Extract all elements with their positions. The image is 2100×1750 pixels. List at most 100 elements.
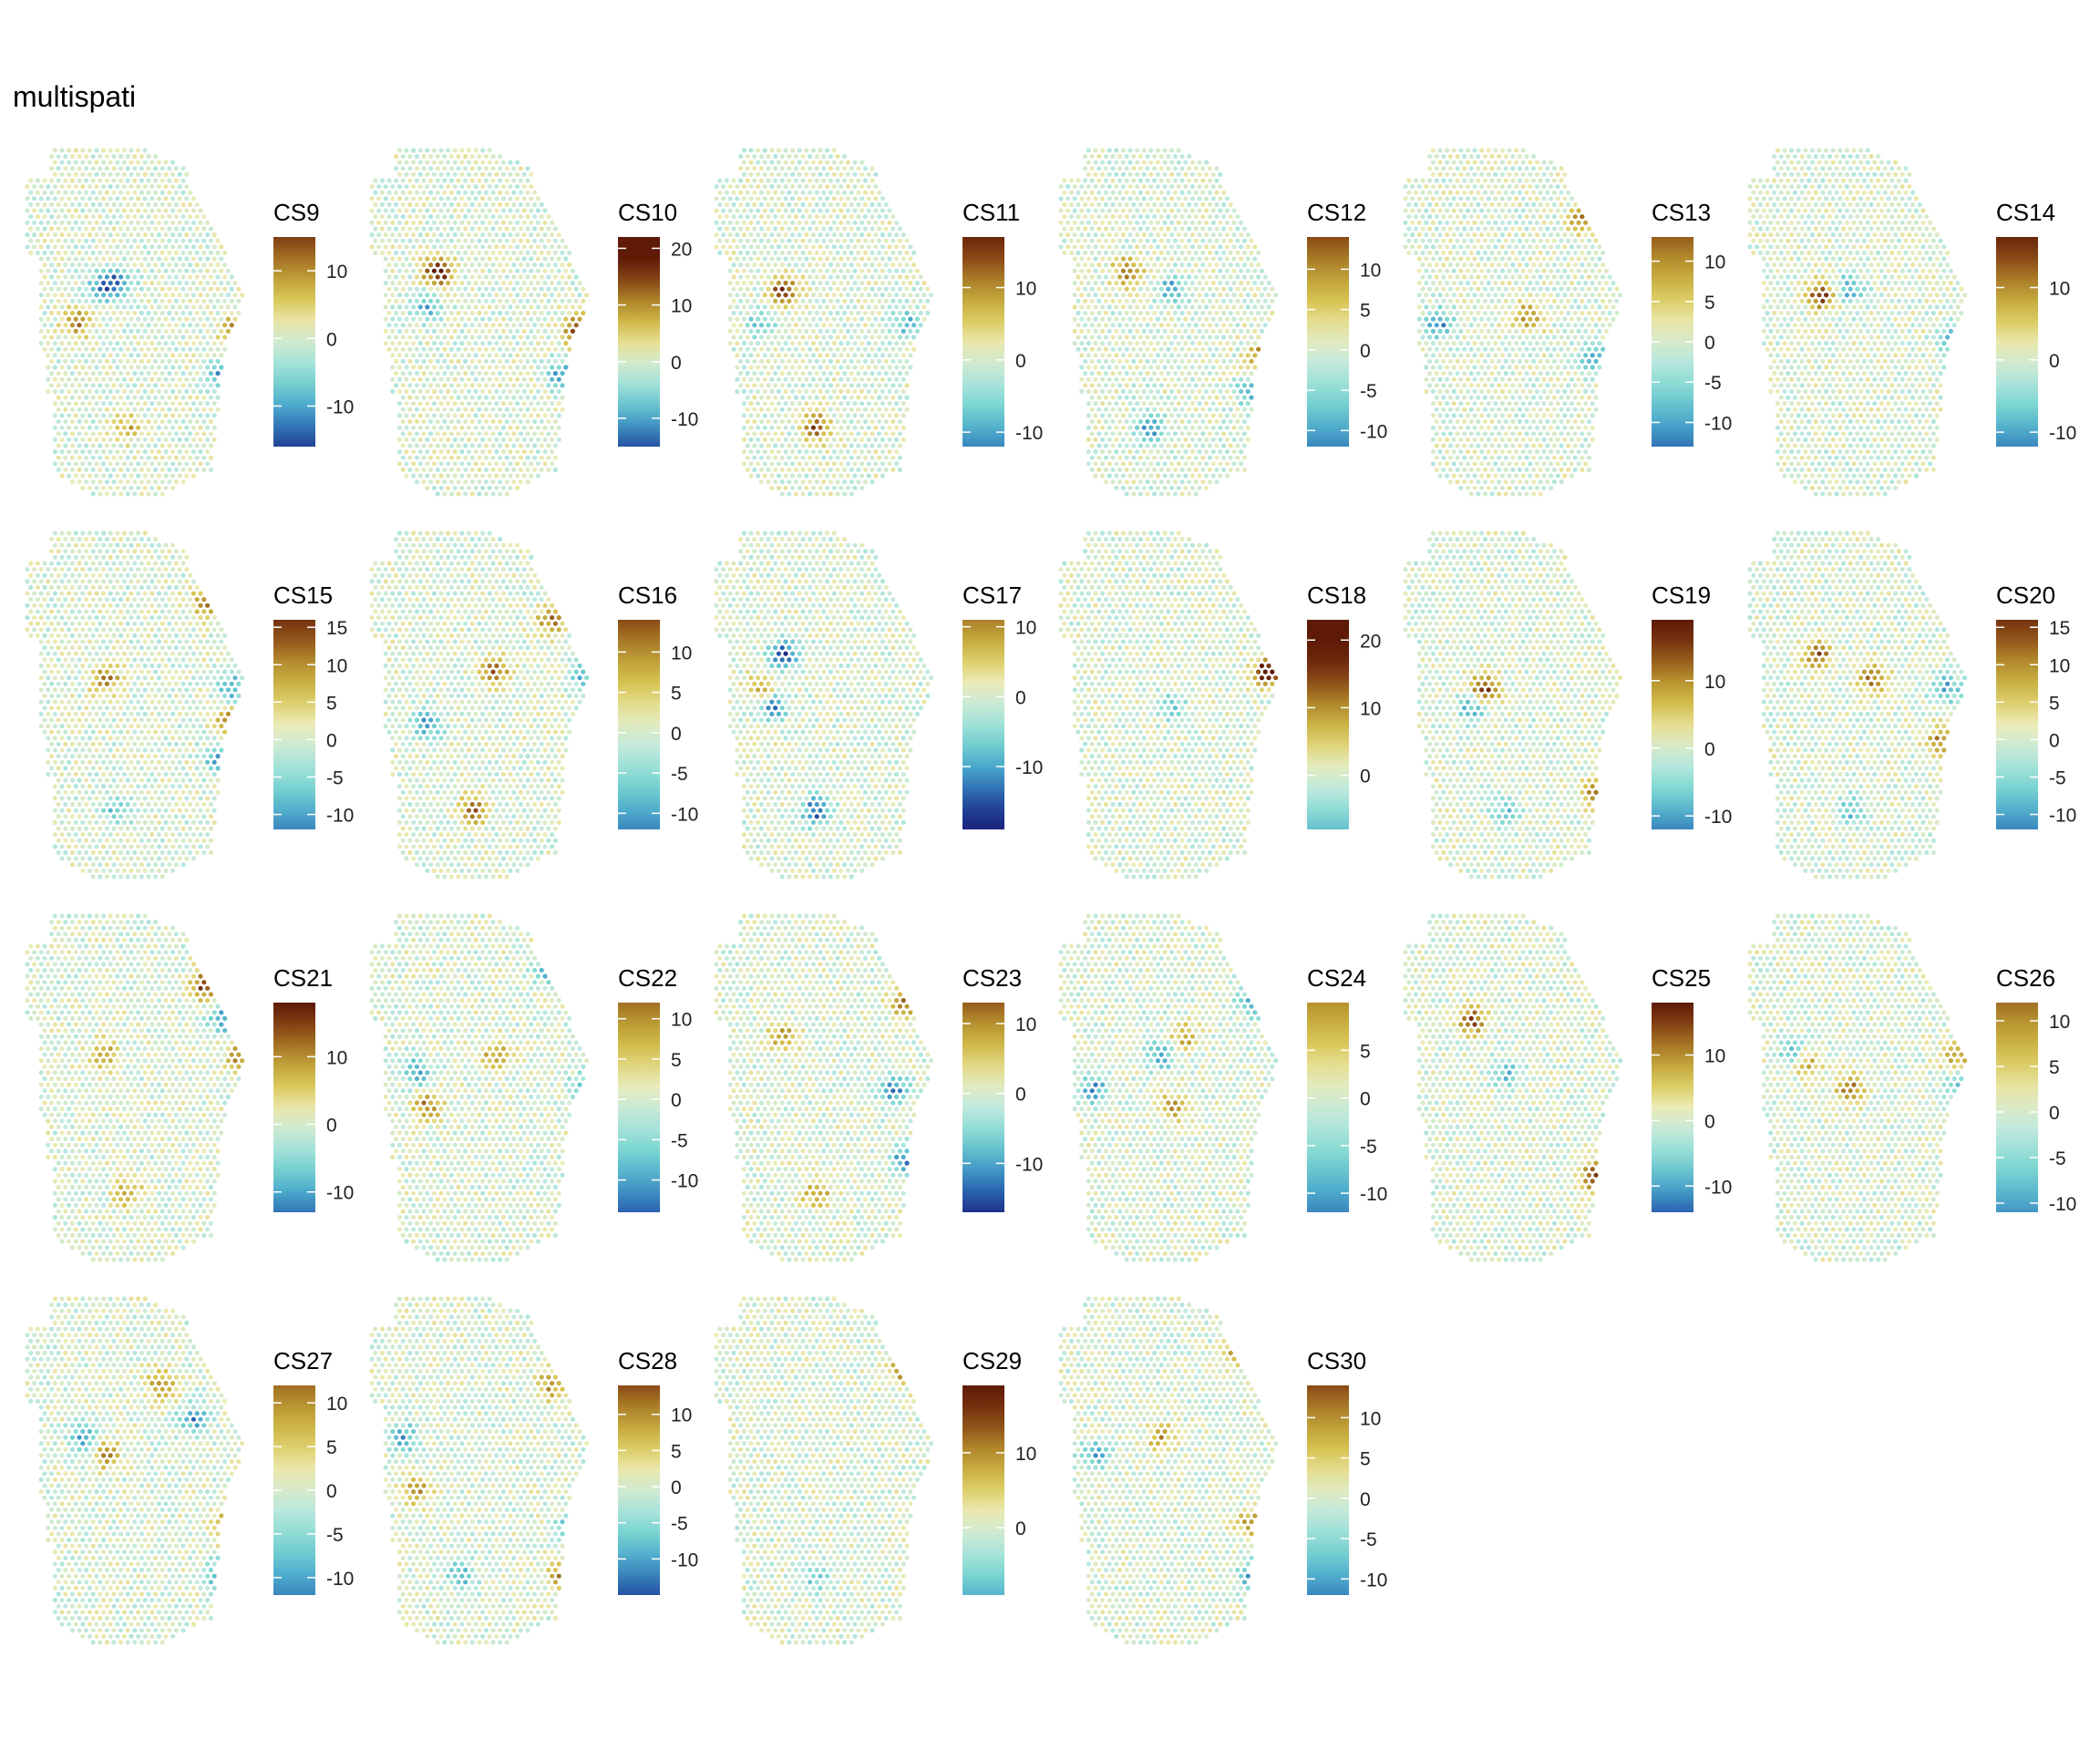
spot (418, 256, 423, 261)
spot (904, 299, 909, 304)
spot (160, 179, 165, 183)
spot (84, 179, 88, 183)
spot (884, 323, 889, 327)
spot (407, 359, 412, 364)
spot (191, 256, 196, 261)
spot (846, 184, 850, 189)
spot (842, 154, 847, 159)
spot (852, 196, 857, 201)
spot (456, 491, 460, 496)
spot (877, 347, 881, 352)
spot (184, 449, 189, 454)
spot (212, 401, 217, 406)
spot (191, 232, 196, 237)
spot (438, 438, 443, 442)
spot (746, 347, 750, 352)
spot (153, 479, 158, 484)
spot (453, 304, 458, 309)
spot (67, 209, 71, 213)
spot (122, 221, 127, 225)
spot (880, 317, 885, 322)
spot (118, 431, 123, 436)
spot (798, 293, 802, 297)
spot (42, 179, 46, 183)
spot (421, 214, 426, 219)
spot (525, 431, 530, 436)
spot (219, 281, 223, 285)
spot (863, 335, 868, 339)
spot (404, 317, 408, 322)
spot (425, 196, 429, 201)
spot (852, 413, 857, 417)
spot (59, 293, 64, 297)
spot (463, 396, 468, 400)
spot (118, 456, 123, 460)
spot (411, 148, 416, 152)
spot (867, 317, 871, 322)
spot (852, 172, 857, 177)
spot (873, 473, 878, 478)
spot (149, 365, 154, 369)
spot (126, 407, 130, 412)
spot (442, 226, 447, 231)
spot (815, 456, 819, 460)
spot (515, 304, 520, 309)
spot (542, 209, 547, 213)
spot (70, 226, 75, 231)
spot (470, 359, 475, 364)
spot (852, 401, 857, 406)
spot (880, 196, 885, 201)
spot (105, 214, 109, 219)
spot (756, 269, 760, 273)
spot (438, 232, 443, 237)
spot (53, 172, 57, 177)
spot (746, 431, 750, 436)
spot (818, 244, 822, 249)
spot (418, 413, 423, 417)
spot (386, 262, 391, 267)
spot (42, 311, 46, 315)
spot (390, 293, 395, 297)
spot (759, 287, 764, 292)
spot (470, 335, 475, 339)
spot (394, 383, 398, 387)
spot (752, 335, 757, 339)
spot (480, 365, 485, 369)
spot (160, 456, 165, 460)
spot (759, 335, 764, 339)
spot (394, 262, 398, 267)
spot (174, 166, 179, 170)
spot (522, 473, 527, 478)
spot (829, 299, 833, 304)
spot (146, 190, 150, 195)
spot (501, 461, 506, 466)
spot (766, 407, 770, 412)
spot (394, 166, 398, 170)
spot (401, 311, 406, 315)
spot (436, 239, 440, 243)
spot (501, 413, 506, 417)
spot (738, 359, 743, 364)
spot (856, 456, 860, 460)
spot (769, 160, 774, 165)
spot (887, 209, 891, 213)
spot (511, 166, 516, 170)
spot (852, 461, 857, 466)
spot (880, 461, 885, 466)
spot (191, 281, 196, 285)
spot (480, 461, 485, 466)
spot (498, 468, 502, 472)
spot (501, 365, 506, 369)
spot (856, 202, 860, 207)
spot (449, 179, 454, 183)
spot (815, 274, 819, 279)
spot (191, 317, 196, 322)
spot (756, 209, 760, 213)
spot (921, 304, 926, 309)
spot (174, 468, 179, 472)
spot (769, 269, 774, 273)
spot (542, 461, 547, 466)
spot (42, 202, 46, 207)
spot (870, 359, 874, 364)
spot (522, 461, 527, 466)
